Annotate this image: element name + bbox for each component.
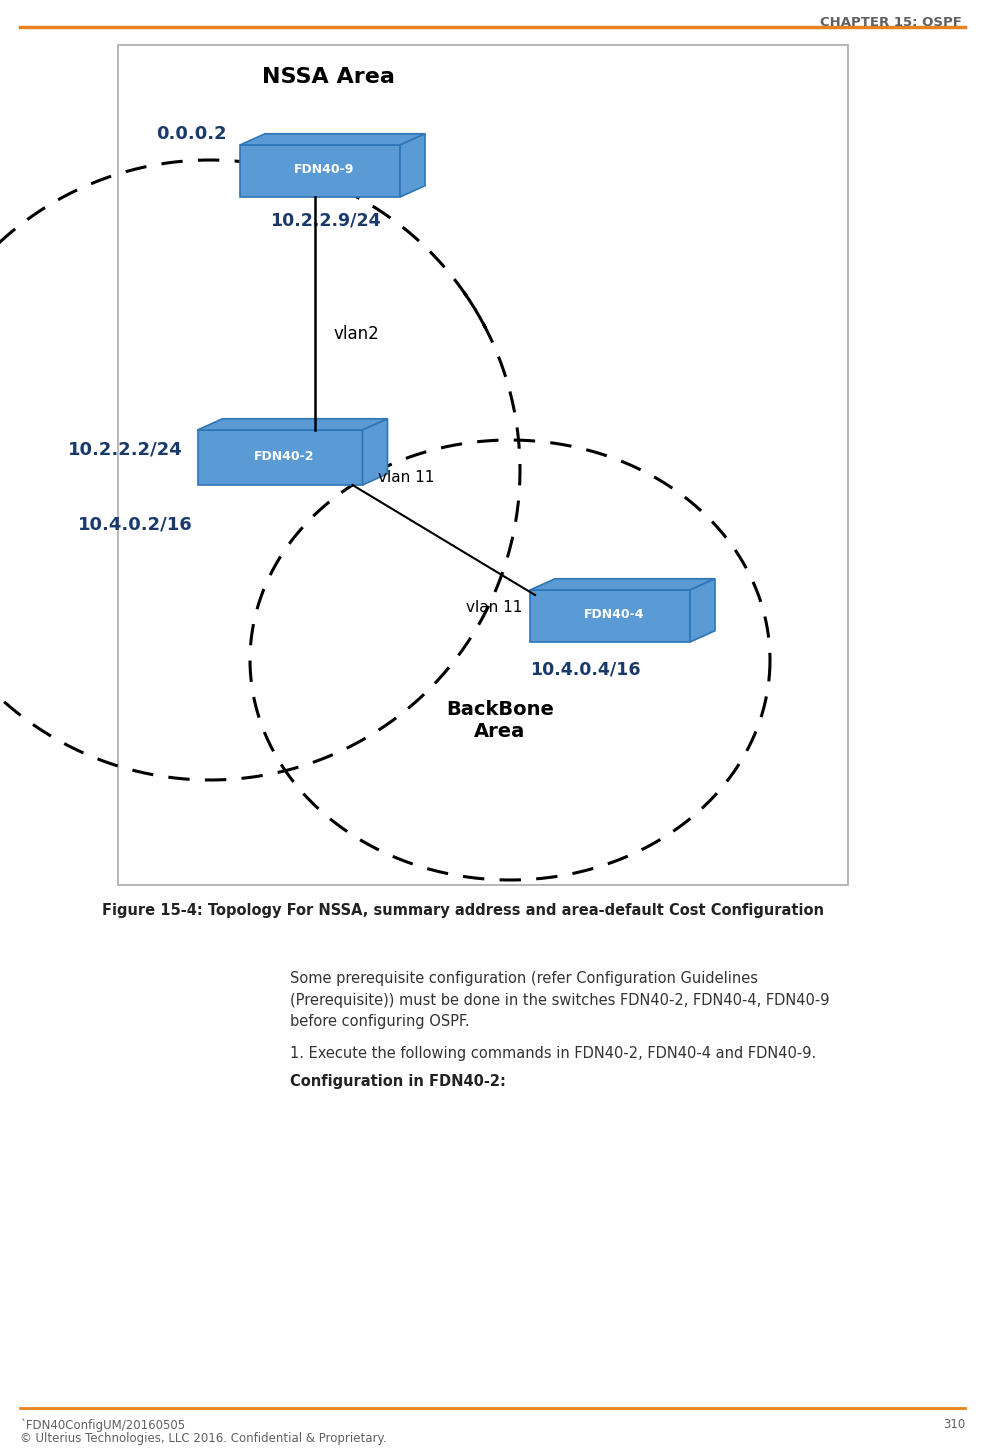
- Polygon shape: [240, 145, 400, 197]
- Polygon shape: [400, 133, 425, 197]
- Polygon shape: [690, 579, 715, 642]
- Text: `FDN40ConfigUM/20160505: `FDN40ConfigUM/20160505: [20, 1418, 185, 1431]
- Text: FDN40-2: FDN40-2: [253, 450, 314, 463]
- Text: 10.4.0.4/16: 10.4.0.4/16: [530, 660, 640, 679]
- Text: 10.4.0.2/16: 10.4.0.2/16: [78, 515, 192, 534]
- FancyBboxPatch shape: [118, 45, 848, 884]
- Polygon shape: [362, 419, 387, 484]
- Text: 310: 310: [943, 1418, 965, 1431]
- Text: vlan 11: vlan 11: [377, 470, 433, 484]
- Polygon shape: [530, 579, 715, 590]
- Text: BackBone
Area: BackBone Area: [446, 700, 554, 741]
- Polygon shape: [240, 133, 425, 145]
- Text: vlan2: vlan2: [333, 325, 379, 342]
- Text: Figure 15-4: Topology For NSSA, summary address and area-default Cost Configurat: Figure 15-4: Topology For NSSA, summary …: [102, 903, 824, 918]
- Text: © Ulterius Technologies, LLC 2016. Confidential & Proprietary.: © Ulterius Technologies, LLC 2016. Confi…: [20, 1433, 387, 1446]
- Text: Configuration in FDN40-2:: Configuration in FDN40-2:: [290, 1074, 506, 1089]
- Text: 0.0.0.2: 0.0.0.2: [156, 125, 227, 144]
- Text: CHAPTER 15: OSPF: CHAPTER 15: OSPF: [821, 16, 962, 29]
- Text: FDN40-4: FDN40-4: [583, 609, 644, 622]
- Polygon shape: [198, 431, 362, 484]
- Text: 10.2.2.2/24: 10.2.2.2/24: [68, 441, 182, 458]
- Text: FDN40-9: FDN40-9: [294, 164, 354, 177]
- Polygon shape: [198, 419, 387, 431]
- Polygon shape: [530, 590, 690, 642]
- Text: vlan 11: vlan 11: [466, 600, 522, 615]
- Text: NSSA Area: NSSA Area: [262, 67, 394, 87]
- Text: Some prerequisite configuration (refer Configuration Guidelines
(Prerequisite)) : Some prerequisite configuration (refer C…: [290, 972, 829, 1030]
- Text: 10.2.2.9/24: 10.2.2.9/24: [270, 212, 380, 229]
- Text: 1. Execute the following commands in FDN40-2, FDN40-4 and FDN40-9.: 1. Execute the following commands in FDN…: [290, 1045, 817, 1061]
